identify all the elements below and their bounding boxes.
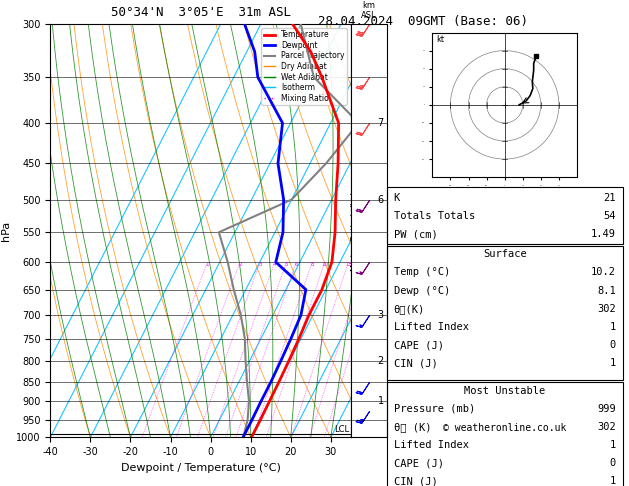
Text: Lifted Index: Lifted Index <box>394 322 469 332</box>
Text: Mixing Ratio (g/kg): Mixing Ratio (g/kg) <box>351 191 360 271</box>
Text: 8.1: 8.1 <box>597 286 616 295</box>
Text: Pressure (mb): Pressure (mb) <box>394 404 475 414</box>
Y-axis label: hPa: hPa <box>1 221 11 241</box>
Text: 2: 2 <box>377 356 384 366</box>
Text: 6: 6 <box>294 261 298 266</box>
Text: LCL: LCL <box>334 425 349 434</box>
Text: 6: 6 <box>378 194 384 205</box>
X-axis label: Dewpoint / Temperature (°C): Dewpoint / Temperature (°C) <box>121 463 281 473</box>
Text: 302: 302 <box>597 304 616 314</box>
Bar <box>387 382 623 486</box>
Text: Temp (°C): Temp (°C) <box>394 267 450 278</box>
Text: PW (cm): PW (cm) <box>394 229 437 239</box>
Text: 4: 4 <box>273 261 277 266</box>
Text: 1: 1 <box>610 358 616 368</box>
Text: Totals Totals: Totals Totals <box>394 211 475 221</box>
Text: CIN (J): CIN (J) <box>394 476 437 486</box>
Legend: Temperature, Dewpoint, Parcel Trajectory, Dry Adiabat, Wet Adiabat, Isotherm, Mi: Temperature, Dewpoint, Parcel Trajectory… <box>262 28 347 105</box>
Text: CAPE (J): CAPE (J) <box>394 340 443 350</box>
Text: km
ASL: km ASL <box>361 1 377 20</box>
Text: 15: 15 <box>345 261 352 266</box>
Text: K: K <box>394 193 400 203</box>
Text: 1: 1 <box>206 261 209 266</box>
Text: Dewp (°C): Dewp (°C) <box>394 286 450 295</box>
Text: 21: 21 <box>603 193 616 203</box>
Text: 0: 0 <box>610 458 616 469</box>
Text: Lifted Index: Lifted Index <box>394 440 469 450</box>
Text: 10: 10 <box>321 261 328 266</box>
Text: 1.49: 1.49 <box>591 229 616 239</box>
Text: 8: 8 <box>310 261 314 266</box>
Text: 1: 1 <box>610 322 616 332</box>
Text: 302: 302 <box>597 422 616 432</box>
Text: 3: 3 <box>259 261 262 266</box>
Text: © weatheronline.co.uk: © weatheronline.co.uk <box>443 423 566 434</box>
Bar <box>387 245 623 380</box>
Title: 50°34'N  3°05'E  31m ASL: 50°34'N 3°05'E 31m ASL <box>111 6 291 19</box>
Text: 5: 5 <box>285 261 288 266</box>
Text: CAPE (J): CAPE (J) <box>394 458 443 469</box>
Text: 7: 7 <box>377 118 384 128</box>
Text: Surface: Surface <box>483 249 526 259</box>
Text: CIN (J): CIN (J) <box>394 358 437 368</box>
Text: 1: 1 <box>610 440 616 450</box>
Text: 2: 2 <box>238 261 242 266</box>
Text: θᴇ (K): θᴇ (K) <box>394 422 431 432</box>
Text: 54: 54 <box>603 211 616 221</box>
Text: 3: 3 <box>378 310 384 320</box>
Text: 1: 1 <box>378 396 384 406</box>
Text: θᴇ(K): θᴇ(K) <box>394 304 425 314</box>
Text: 10.2: 10.2 <box>591 267 616 278</box>
Text: 1: 1 <box>610 476 616 486</box>
Text: 0: 0 <box>610 340 616 350</box>
Text: 999: 999 <box>597 404 616 414</box>
Text: 28.04.2024  09GMT (Base: 06): 28.04.2024 09GMT (Base: 06) <box>318 15 528 28</box>
Text: Most Unstable: Most Unstable <box>464 385 545 396</box>
Bar <box>387 188 623 244</box>
